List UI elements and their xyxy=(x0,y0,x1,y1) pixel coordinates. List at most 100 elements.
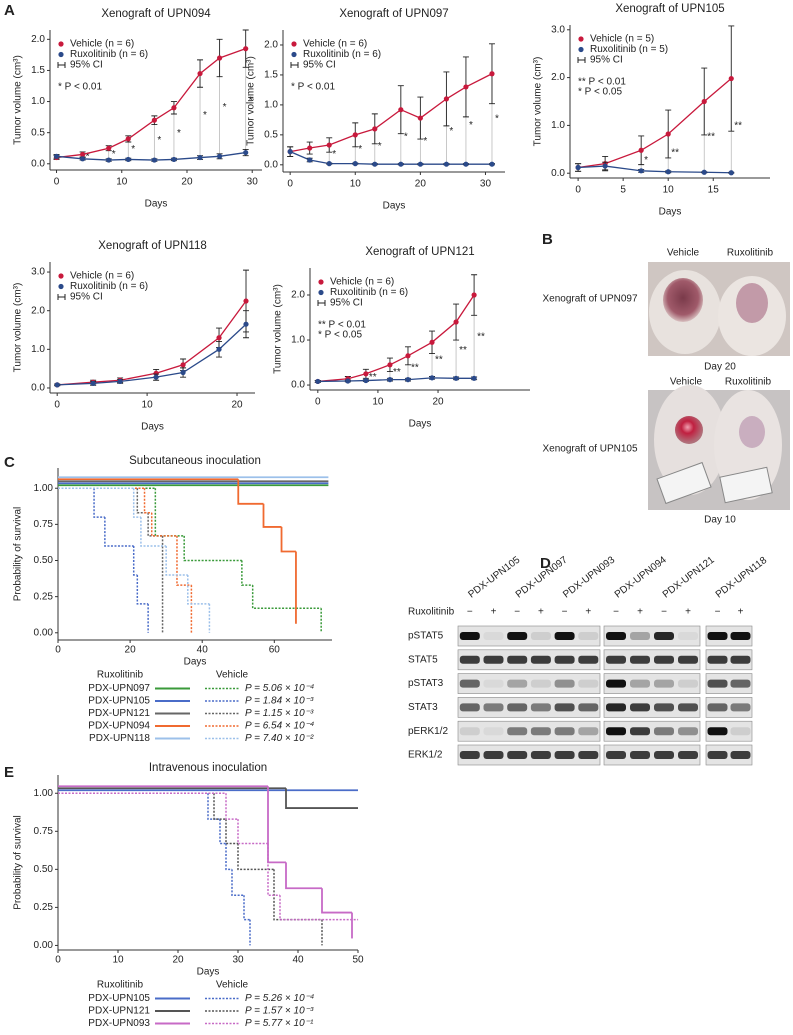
data-point xyxy=(665,131,671,137)
blot-strip xyxy=(603,673,701,694)
survival-step xyxy=(136,574,149,605)
x-tick-label: 0 xyxy=(287,179,293,190)
blot-band xyxy=(678,751,698,759)
blot-band xyxy=(507,632,528,640)
blot-band xyxy=(654,703,674,712)
data-point xyxy=(307,157,313,163)
blot-band xyxy=(483,727,504,736)
significance-label: * xyxy=(423,136,427,147)
blot-band xyxy=(507,655,528,664)
series-line xyxy=(57,300,247,386)
p-value: P = 5.77 × 10⁻¹ xyxy=(245,1018,314,1029)
blot-band xyxy=(707,727,728,736)
legend-marker xyxy=(318,289,324,296)
survival-step xyxy=(150,512,177,537)
data-point xyxy=(728,170,734,176)
data-point xyxy=(429,375,435,381)
significance-label: * xyxy=(86,151,90,162)
survival-step xyxy=(136,488,149,514)
legend-label: Ruxolitinib (n = 6) xyxy=(70,49,148,60)
significance-label: ** xyxy=(369,372,377,383)
blot-row-label: pSTAT3 xyxy=(408,678,444,689)
blot-strip xyxy=(705,744,753,766)
survival-step xyxy=(176,535,192,586)
legend-label: 95% CI xyxy=(330,298,363,309)
legend-header: Vehicle xyxy=(216,670,249,681)
y-tick-label: 0.0 xyxy=(551,168,565,179)
data-point xyxy=(489,161,495,167)
photo-day: Day 20 xyxy=(704,362,736,373)
y-tick-label: 3.0 xyxy=(31,267,45,278)
blot-band xyxy=(459,703,480,712)
data-point xyxy=(405,377,411,383)
x-tick-label: 5 xyxy=(620,185,626,196)
data-point xyxy=(243,298,249,304)
blot-row-label: ERK1/2 xyxy=(408,750,443,761)
data-point xyxy=(106,157,112,163)
survival-step xyxy=(93,488,105,518)
x-tick-label: 20 xyxy=(415,179,427,190)
blot-treatment-sign: − xyxy=(562,607,568,618)
panel-label: D xyxy=(540,555,551,572)
legend-header: Ruxolitinib xyxy=(97,980,144,991)
data-point xyxy=(53,153,60,159)
blot-band xyxy=(707,703,728,712)
legend-label: Ruxolitinib (n = 6) xyxy=(70,281,148,292)
blot-band xyxy=(530,703,551,712)
significance-label: ** xyxy=(707,132,715,143)
blot-band xyxy=(654,632,674,640)
blot-band xyxy=(578,679,599,688)
significance-label: * xyxy=(131,144,135,155)
legend-label: 95% CI xyxy=(70,292,103,303)
survival-step xyxy=(165,546,188,576)
significance-label: * xyxy=(404,132,408,143)
survival-step xyxy=(225,843,232,871)
blot-band xyxy=(730,703,751,712)
blot-treatment-sign: + xyxy=(538,607,544,618)
x-axis-label: Days xyxy=(659,207,682,218)
y-tick-label: 0.0 xyxy=(31,383,45,394)
blot-band xyxy=(606,655,626,664)
data-point xyxy=(243,321,249,327)
significance-label: ** xyxy=(734,120,742,131)
data-point xyxy=(197,70,203,77)
blot-treatment-sign: − xyxy=(514,607,520,618)
blot-band xyxy=(554,632,575,640)
legend-label: Vehicle (n = 5) xyxy=(590,34,654,45)
photo-card xyxy=(656,461,712,505)
photo-tumor xyxy=(736,283,768,323)
survival-step xyxy=(154,488,185,537)
data-point xyxy=(180,369,186,376)
legend-label: 95% CI xyxy=(590,55,623,66)
data-point xyxy=(463,84,469,90)
y-tick-label: 0.0 xyxy=(264,159,278,170)
survival-step xyxy=(251,585,322,609)
significance-label: * xyxy=(449,126,453,137)
data-point xyxy=(463,161,469,167)
legend-label: Vehicle (n = 6) xyxy=(330,277,394,288)
blot-strip xyxy=(603,649,701,671)
significance-label: * xyxy=(177,128,181,139)
y-axis-label: Tumor volume (cm³) xyxy=(273,284,284,374)
data-point xyxy=(80,156,86,162)
blot-treatment-sign: − xyxy=(661,607,667,618)
blot-band xyxy=(730,727,751,736)
x-tick-label: 20 xyxy=(125,645,137,656)
y-tick-label: 1.0 xyxy=(31,344,45,355)
survival-step xyxy=(262,503,282,528)
blot-strip xyxy=(603,744,701,766)
survival-step xyxy=(225,793,238,820)
data-point xyxy=(443,96,450,102)
x-axis-label: Days xyxy=(141,422,164,433)
y-tick-label: 0.5 xyxy=(264,129,278,140)
significance-label: * xyxy=(249,95,253,106)
data-point xyxy=(701,98,707,105)
blot-band xyxy=(554,751,575,759)
blot-column-label: PDX-UPN118 xyxy=(714,555,770,601)
blot-treatment-sign: + xyxy=(491,607,497,618)
survival-step xyxy=(279,895,358,921)
p-value: P = 1.15 × 10⁻³ xyxy=(245,708,314,719)
blot-band xyxy=(554,703,575,712)
data-point xyxy=(171,105,177,111)
blot-band xyxy=(606,679,626,688)
